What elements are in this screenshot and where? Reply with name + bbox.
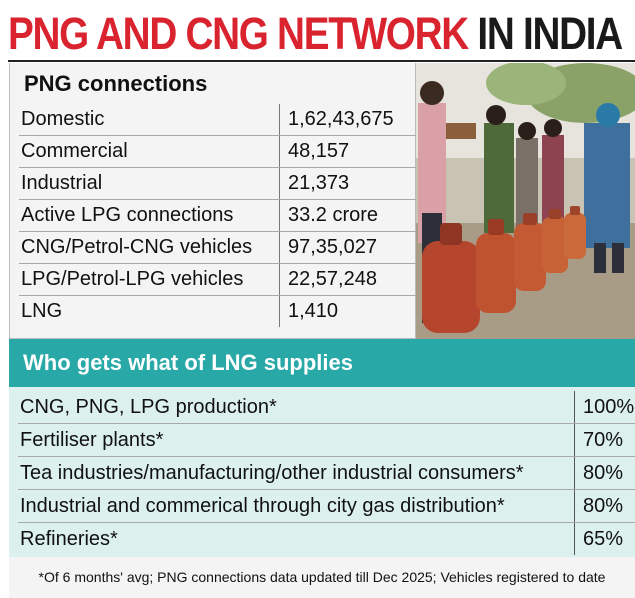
row-value: 100%	[574, 391, 635, 424]
row-value: 70%	[574, 423, 635, 457]
gas-cylinder-icon	[422, 223, 480, 333]
footnote: *Of 6 months' avg; PNG connections data …	[9, 557, 635, 598]
row-value: 97,35,027	[279, 231, 419, 264]
lpg-cylinders-queue-photo	[416, 63, 635, 339]
lng-supplies-table: CNG, PNG, LPG production* 100% Fertilise…	[18, 391, 635, 555]
lng-section-title: Who gets what of LNG supplies	[9, 339, 635, 387]
table-row: CNG, PNG, LPG production* 100%	[18, 391, 635, 424]
row-value: 1,410	[279, 295, 419, 327]
table-row: LNG 1,410	[19, 295, 419, 327]
row-value: 22,57,248	[279, 263, 419, 296]
table-row: Tea industries/manufacturing/other indus…	[18, 456, 635, 490]
table-row: LPG/Petrol-LPG vehicles 22,57,248	[19, 263, 419, 296]
row-value: 80%	[574, 456, 635, 490]
gas-cylinder-icon	[514, 213, 546, 291]
row-value: 1,62,43,675	[279, 104, 419, 136]
headline: PNG AND CNG NETWORK IN INDIA	[8, 6, 623, 62]
row-label: Industrial and commerical through city g…	[18, 489, 575, 523]
table-row: Fertiliser plants* 70%	[18, 423, 635, 457]
table-row: Refineries* 65%	[18, 522, 635, 555]
row-label: Commercial	[19, 135, 280, 168]
row-value: 80%	[574, 489, 635, 523]
row-label: Refineries*	[20, 527, 118, 550]
row-value: 21,373	[279, 167, 419, 200]
row-label: Industrial	[19, 167, 280, 200]
row-label: Tea industries/manufacturing/other indus…	[18, 456, 575, 490]
row-label: Active LPG connections	[19, 199, 280, 232]
lng-supplies-panel: CNG, PNG, LPG production* 100% Fertilise…	[9, 387, 635, 557]
gas-cylinder-icon	[542, 209, 568, 273]
row-label: LPG/Petrol-LPG vehicles	[19, 263, 280, 296]
row-label: Domestic	[19, 104, 280, 136]
headline-rule	[8, 60, 635, 62]
row-value: 33.2 crore	[279, 199, 419, 232]
table-row: Domestic 1,62,43,675	[19, 104, 419, 136]
row-value: 65%	[574, 522, 635, 555]
table-row: Commercial 48,157	[19, 135, 419, 168]
row-label: CNG, PNG, LPG production*	[18, 391, 575, 424]
png-connections-table: Domestic 1,62,43,675 Commercial 48,157 I…	[19, 104, 419, 327]
table-row: CNG/Petrol-CNG vehicles 97,35,027	[19, 231, 419, 264]
png-section-title: PNG connections	[24, 71, 208, 96]
gas-cylinder-icon	[564, 206, 586, 259]
png-connections-panel: PNG connections Domestic 1,62,43,675 Com…	[9, 63, 419, 339]
table-row: Active LPG connections 33.2 crore	[19, 199, 419, 232]
table-row: Industrial and commerical through city g…	[18, 489, 635, 523]
headline-black-part: IN INDIA	[477, 8, 623, 59]
row-value: 48,157	[279, 135, 419, 168]
gas-cylinder-icon	[476, 219, 516, 313]
photo-illustration	[416, 63, 635, 339]
table-row: Industrial 21,373	[19, 167, 419, 200]
headline-red-part: PNG AND CNG NETWORK	[8, 8, 469, 59]
row-label: LNG	[21, 300, 63, 322]
row-label: CNG/Petrol-CNG vehicles	[19, 231, 280, 264]
row-label: Fertiliser plants*	[18, 423, 575, 457]
